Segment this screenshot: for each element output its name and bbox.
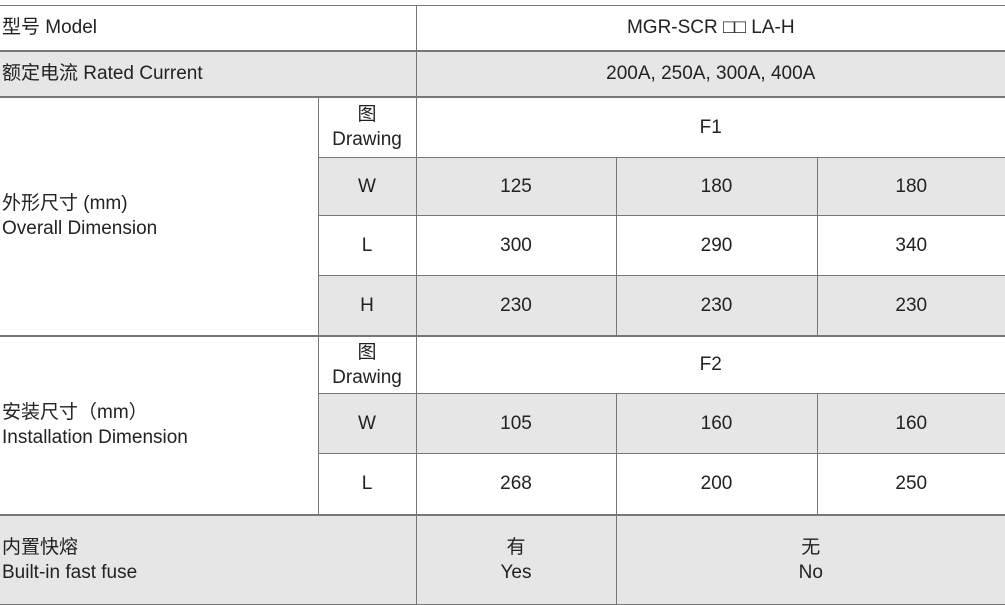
install-drawing-value: F2 <box>415 334 1005 394</box>
rated-current-value: 200A, 250A, 300A, 400A <box>415 49 1005 97</box>
cell: 160 <box>816 393 1005 454</box>
model-label: 型号 Model <box>0 5 417 51</box>
cell: 160 <box>615 393 818 454</box>
fuse-row: 内置快熔 Built-in fast fuse 有 Yes 无 No <box>0 513 1005 605</box>
install-drawing-key: 图 Drawing <box>317 334 417 394</box>
cell: 180 <box>816 157 1005 216</box>
fuse-no: 无 No <box>615 513 1005 605</box>
cell: 268 <box>415 453 617 515</box>
cell: 230 <box>615 275 818 336</box>
table-row: W 105 160 160 <box>0 393 1005 454</box>
cell: 340 <box>816 215 1005 276</box>
overall-label: 外形尺寸 (mm) Overall Dimension <box>0 95 319 336</box>
overall-drawing-value: F1 <box>415 95 1005 158</box>
cell: 125 <box>415 157 617 216</box>
table-row: L 300 290 340 <box>0 215 1005 276</box>
cell: 230 <box>816 275 1005 336</box>
rated-current-label: 额定电流 Rated Current <box>0 49 417 97</box>
table-row: W 125 180 180 <box>0 157 1005 216</box>
cell: 105 <box>415 393 617 454</box>
dim-key: L <box>318 215 417 276</box>
cell: 290 <box>615 215 818 276</box>
cell: 230 <box>415 275 617 336</box>
spec-table: 型号 Model MGR-SCR □□ LA-H 额定电流 Rated Curr… <box>0 5 1005 605</box>
rated-current-row: 额定电流 Rated Current 200A, 250A, 300A, 400… <box>0 49 1005 97</box>
fuse-yes: 有 Yes <box>415 513 617 605</box>
install-label: 安装尺寸（mm） Installation Dimension <box>0 334 319 515</box>
overall-drawing-key: 图 Drawing <box>317 95 417 158</box>
model-row: 型号 Model MGR-SCR □□ LA-H <box>0 5 1005 51</box>
dim-key: L <box>318 453 417 515</box>
dim-key: W <box>318 393 417 454</box>
table-row: L 268 200 250 <box>0 453 1005 515</box>
overall-drawing-row: 外形尺寸 (mm) Overall Dimension 图 Drawing F1 <box>0 95 1005 336</box>
cell: 180 <box>615 157 818 216</box>
fuse-label: 内置快熔 Built-in fast fuse <box>0 513 417 605</box>
cell: 250 <box>816 453 1005 515</box>
dim-key: W <box>318 157 417 216</box>
model-value: MGR-SCR □□ LA-H <box>415 5 1005 51</box>
cell: 300 <box>415 215 617 276</box>
install-drawing-row: 安装尺寸（mm） Installation Dimension 图 Drawing … <box>0 334 1005 515</box>
dim-key: H <box>318 275 417 336</box>
cell: 200 <box>615 453 818 515</box>
